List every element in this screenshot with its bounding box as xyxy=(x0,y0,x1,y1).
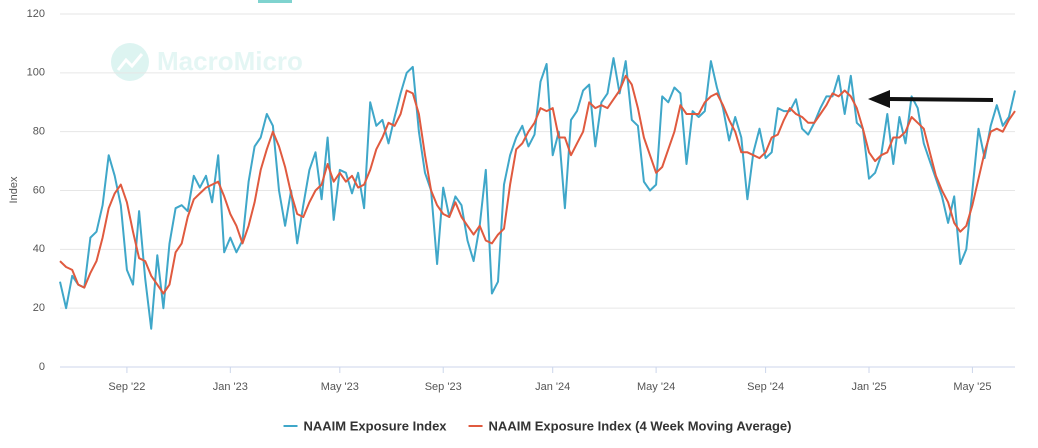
x-tick-label: Sep '22 xyxy=(108,381,145,393)
y-tick-label: 0 xyxy=(39,361,45,373)
arrow-shaft xyxy=(884,97,994,102)
x-tick-label: Jan '23 xyxy=(213,381,248,393)
arrow-head xyxy=(868,90,890,108)
x-tick-label: May '25 xyxy=(953,381,991,393)
annotation-arrow xyxy=(868,90,994,108)
legend-item[interactable]: NAAIM Exposure Index xyxy=(283,418,448,433)
y-tick-label: 40 xyxy=(33,243,45,255)
y-tick-label: 20 xyxy=(33,302,45,314)
y-tick-label: 120 xyxy=(27,8,45,20)
watermark-logo-mark xyxy=(116,53,144,71)
plot-area: 0 20 40 60 80 100 120 Sep '22 Jan '23 May '23 Sep … xyxy=(27,8,1016,393)
watermark: MacroMicro xyxy=(111,43,303,81)
legend-label: NAAIM Exposure Index (4 Week Moving Aver… xyxy=(489,418,792,433)
x-tick-label: May '24 xyxy=(637,381,675,393)
y-tick-label: 100 xyxy=(27,67,45,79)
range-selector-stub xyxy=(258,0,292,3)
x-tick-label: Jan '24 xyxy=(535,381,570,393)
legend: NAAIM Exposure Index NAAIM Exposure Index… xyxy=(283,418,792,433)
watermark-logo xyxy=(111,43,149,81)
series-line xyxy=(59,74,1016,295)
y-axis-label: Index xyxy=(8,176,20,203)
y-tick-label: 60 xyxy=(33,184,45,196)
series-line xyxy=(59,57,1016,330)
x-tick-label: Jan '25 xyxy=(851,381,886,393)
legend-label: NAAIM Exposure Index xyxy=(304,418,448,433)
watermark-text: MacroMicro xyxy=(157,46,303,76)
x-tick-label: Sep '23 xyxy=(425,381,462,393)
x-tick-label: May '23 xyxy=(321,381,359,393)
y-tick-label: 80 xyxy=(33,126,45,138)
x-tick-label: Sep '24 xyxy=(747,381,784,393)
legend-item[interactable]: NAAIM Exposure Index (4 Week Moving Aver… xyxy=(468,418,792,433)
